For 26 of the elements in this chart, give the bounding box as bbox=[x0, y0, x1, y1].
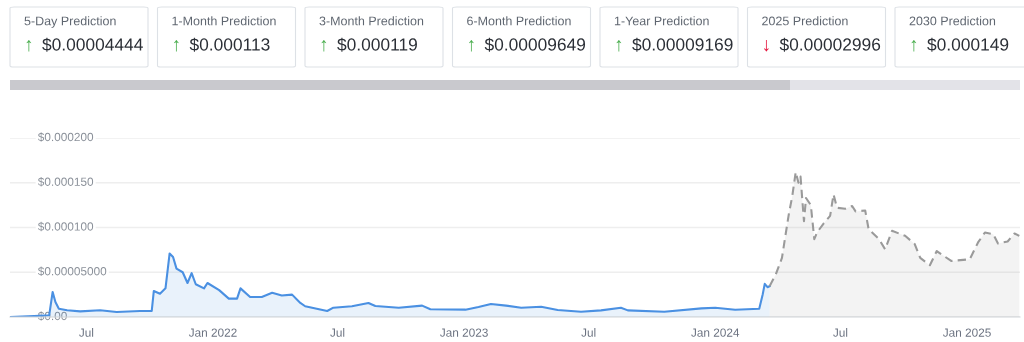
x-tick-label: Jul bbox=[833, 328, 848, 337]
text: ↓ $0.00002996 bbox=[764, 37, 881, 52]
text: ↑ $0.00009169 bbox=[616, 37, 733, 52]
text: 1-Year Prediction bbox=[614, 16, 709, 26]
text: ↑ $0.00004444 bbox=[26, 37, 143, 52]
x-tick-label: Jul bbox=[79, 328, 94, 337]
text: ↑ $0.000149 bbox=[911, 37, 1009, 52]
text: 6-Month Prediction bbox=[467, 16, 571, 26]
y-tick-label: $0.000100 bbox=[37, 221, 94, 232]
text: ↑ $0.000113 bbox=[174, 37, 270, 52]
y-tick-label: $0.00005000 bbox=[37, 266, 107, 277]
y-tick-label: $0.000150 bbox=[37, 177, 94, 187]
x-tick-label: Jul bbox=[581, 328, 596, 337]
text: 5-Day Prediction bbox=[24, 16, 116, 28]
x-tick-label: Jan 2022 bbox=[188, 328, 237, 337]
x-tick-label: Jul bbox=[330, 328, 345, 337]
x-tick-label: Jan 2023 bbox=[439, 328, 488, 337]
text: ↑ $0.00009649 bbox=[469, 37, 586, 52]
x-tick-label: Jan 2024 bbox=[691, 328, 740, 337]
text: 2025 Prediction bbox=[762, 16, 848, 26]
text: 1-Month Prediction bbox=[172, 16, 276, 26]
y-tick-label: $0.000200 bbox=[37, 132, 94, 142]
text: ↑ $0.000119 bbox=[321, 37, 417, 52]
x-tick-label: Jan 2025 bbox=[942, 328, 991, 337]
text: 2030 Prediction bbox=[909, 16, 996, 26]
text: 3-Month Prediction bbox=[319, 16, 424, 26]
